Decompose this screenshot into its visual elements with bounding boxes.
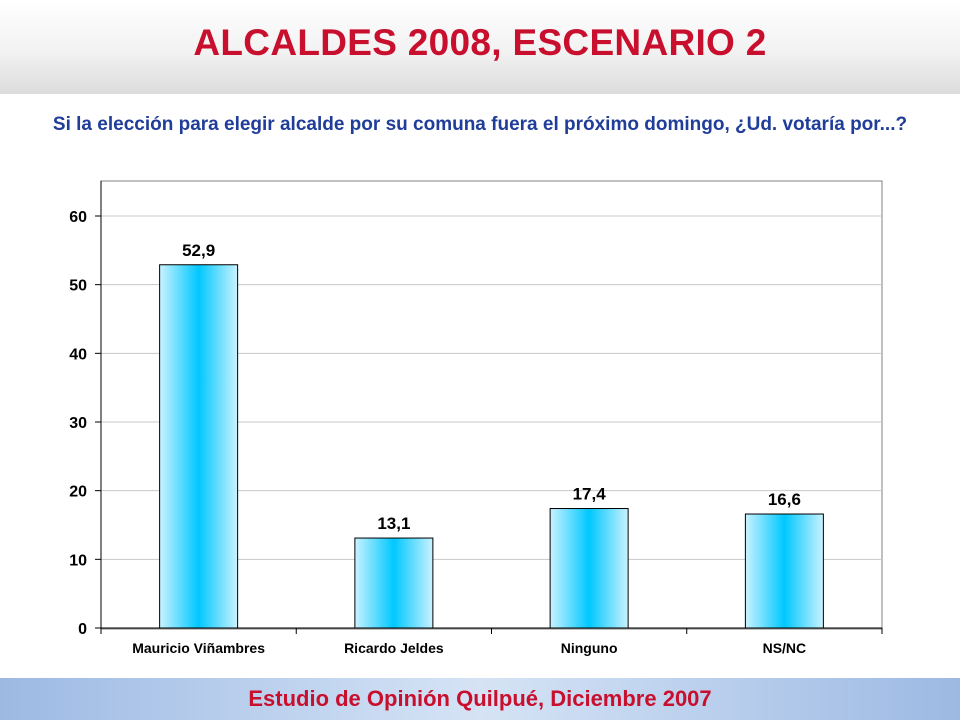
survey-question: Si la elección para elegir alcalde por s… bbox=[52, 114, 908, 135]
x-tick-label: NS/NC bbox=[763, 640, 807, 656]
bars bbox=[159, 264, 824, 629]
y-tick-label: 0 bbox=[78, 621, 87, 638]
footer-text: Estudio de Opinión Quilpué, Diciembre 20… bbox=[248, 686, 712, 711]
data-label: 13,1 bbox=[377, 514, 410, 533]
y-tick-label: 50 bbox=[69, 278, 87, 295]
bar bbox=[159, 264, 239, 629]
bar-chart: 52,9 13,1 17,4 16,6 0 10 20 30 40 50 60 Mauricio … bbox=[69, 180, 883, 656]
bar bbox=[354, 537, 434, 629]
x-tick-label: Mauricio Viñambres bbox=[132, 640, 265, 656]
bar bbox=[549, 508, 629, 629]
y-tick-label: 60 bbox=[69, 209, 87, 226]
y-tick-label: 20 bbox=[69, 484, 87, 501]
header-band bbox=[0, 0, 960, 94]
data-label: 17,4 bbox=[573, 485, 607, 504]
data-labels: 52,9 13,1 17,4 16,6 bbox=[182, 241, 801, 533]
y-tick-label: 10 bbox=[69, 552, 87, 569]
x-tick-label: Ricardo Jeldes bbox=[344, 640, 444, 656]
data-label: 16,6 bbox=[768, 490, 801, 509]
y-axis: 0 10 20 30 40 50 60 bbox=[69, 181, 102, 638]
bar bbox=[744, 513, 824, 629]
y-tick-label: 40 bbox=[69, 346, 87, 363]
x-axis: Mauricio Viñambres Ricardo Jeldes Ninguno N… bbox=[100, 627, 883, 656]
slide-title: ALCALDES 2008, ESCENARIO 2 bbox=[193, 22, 767, 63]
x-tick-label: Ninguno bbox=[561, 640, 618, 656]
y-tick-label: 30 bbox=[69, 415, 87, 432]
data-label: 52,9 bbox=[182, 241, 215, 260]
footer-band bbox=[0, 678, 960, 720]
